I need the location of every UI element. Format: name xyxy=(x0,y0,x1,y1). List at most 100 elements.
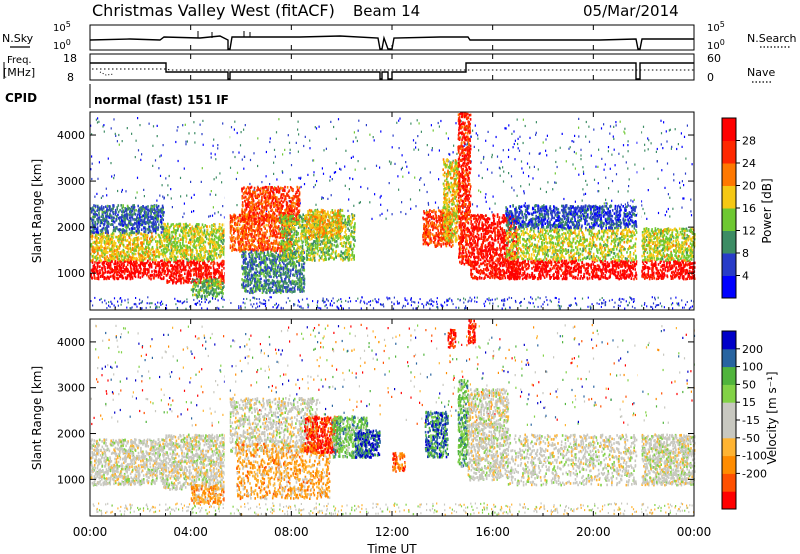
echo-cell xyxy=(166,240,169,243)
noise-cell xyxy=(323,149,325,152)
echo-cell xyxy=(97,246,100,249)
noise-cell xyxy=(100,196,102,199)
echo-cell xyxy=(210,231,212,234)
echo-cell xyxy=(91,219,93,222)
echo-cell xyxy=(120,239,123,243)
clutter-cell xyxy=(126,306,128,309)
echo-cell xyxy=(235,248,238,252)
echo-cell xyxy=(127,207,129,211)
echo-cell xyxy=(131,227,134,230)
echo-cell xyxy=(184,232,187,235)
echo-cell xyxy=(235,217,237,220)
echo-cell xyxy=(208,225,211,228)
clutter-cell xyxy=(415,307,417,310)
echo-cell xyxy=(190,274,192,277)
echo-cell xyxy=(134,218,136,221)
echo-cell xyxy=(157,264,160,268)
noise-cell xyxy=(113,177,115,180)
noise-cell xyxy=(234,155,236,159)
noise-cell xyxy=(186,194,188,197)
echo-cell xyxy=(111,243,114,247)
echo-cell xyxy=(131,246,134,250)
echo-cell xyxy=(152,260,154,264)
echo-cell xyxy=(217,269,220,272)
noise-cell xyxy=(686,124,688,127)
clutter-cell xyxy=(532,302,534,305)
echo-cell xyxy=(143,227,145,230)
clutter-cell xyxy=(150,302,152,305)
noise-cell xyxy=(400,211,402,214)
echo-cell xyxy=(123,268,126,271)
clutter-cell xyxy=(338,307,340,310)
noise-cell xyxy=(116,140,118,143)
echo-cell xyxy=(171,269,174,272)
echo-cell xyxy=(160,273,163,276)
noise-cell xyxy=(355,136,357,139)
echo-cell xyxy=(217,241,219,244)
clutter-cell xyxy=(214,297,216,300)
clutter-cell xyxy=(530,296,532,299)
clutter-cell xyxy=(682,306,684,309)
echo-cell xyxy=(210,277,213,281)
echo-cell xyxy=(187,278,190,281)
clutter-cell xyxy=(430,303,432,306)
clutter-cell xyxy=(184,300,186,303)
echo-cell xyxy=(206,257,208,261)
noise-cell xyxy=(107,157,109,160)
echo-cell xyxy=(263,225,266,229)
noise-cell xyxy=(447,137,449,140)
clutter-cell xyxy=(558,301,560,304)
noise-cell xyxy=(491,171,493,174)
echo-cell xyxy=(137,244,139,247)
clutter-cell xyxy=(676,302,678,305)
echo-cell xyxy=(117,217,120,220)
echo-cell xyxy=(159,210,162,213)
echo-cell xyxy=(155,248,157,251)
echo-cell xyxy=(104,259,107,263)
clutter-cell xyxy=(691,305,693,308)
echo-cell xyxy=(198,258,200,262)
echo-cell xyxy=(133,231,135,235)
clutter-cell xyxy=(397,302,399,305)
noise-cell xyxy=(182,124,184,127)
echo-cell xyxy=(157,249,160,252)
echo-cell xyxy=(96,239,98,242)
noise-cell xyxy=(318,125,320,128)
clutter-cell xyxy=(148,302,150,305)
echo-cell xyxy=(101,219,103,222)
echo-cell xyxy=(123,272,126,275)
echo-cell xyxy=(106,224,108,228)
echo-cell xyxy=(201,223,204,226)
echo-cell xyxy=(116,257,119,260)
noise-cell xyxy=(148,122,150,125)
noise-cell xyxy=(381,212,383,215)
clutter-cell xyxy=(194,303,196,305)
echo-cell xyxy=(104,258,106,261)
echo-cell xyxy=(184,265,187,269)
echo-cell xyxy=(140,219,143,222)
clutter-cell xyxy=(651,296,653,299)
noise-cell xyxy=(143,195,145,198)
noise-cell xyxy=(309,147,311,150)
echo-cell xyxy=(161,259,163,262)
echo-cell xyxy=(124,260,127,263)
echo-cell xyxy=(150,265,153,269)
noise-cell xyxy=(193,121,195,124)
noise-cell xyxy=(555,160,557,164)
clutter-cell xyxy=(429,303,431,306)
noise-cell xyxy=(213,138,215,141)
echo-cell xyxy=(129,256,132,259)
nave-label: Nave xyxy=(747,66,775,79)
echo-cell xyxy=(125,226,128,230)
echo-cell xyxy=(113,256,115,260)
noise-cell xyxy=(275,131,278,134)
echo-cell xyxy=(153,250,155,253)
echo-cell xyxy=(211,224,213,227)
echo-cell xyxy=(231,249,233,252)
echo-cell xyxy=(189,266,191,270)
echo-cell xyxy=(101,239,103,243)
clutter-cell xyxy=(179,300,181,303)
echo-cell xyxy=(101,210,104,214)
noise-cell xyxy=(364,167,366,170)
noise-cell xyxy=(681,206,683,209)
